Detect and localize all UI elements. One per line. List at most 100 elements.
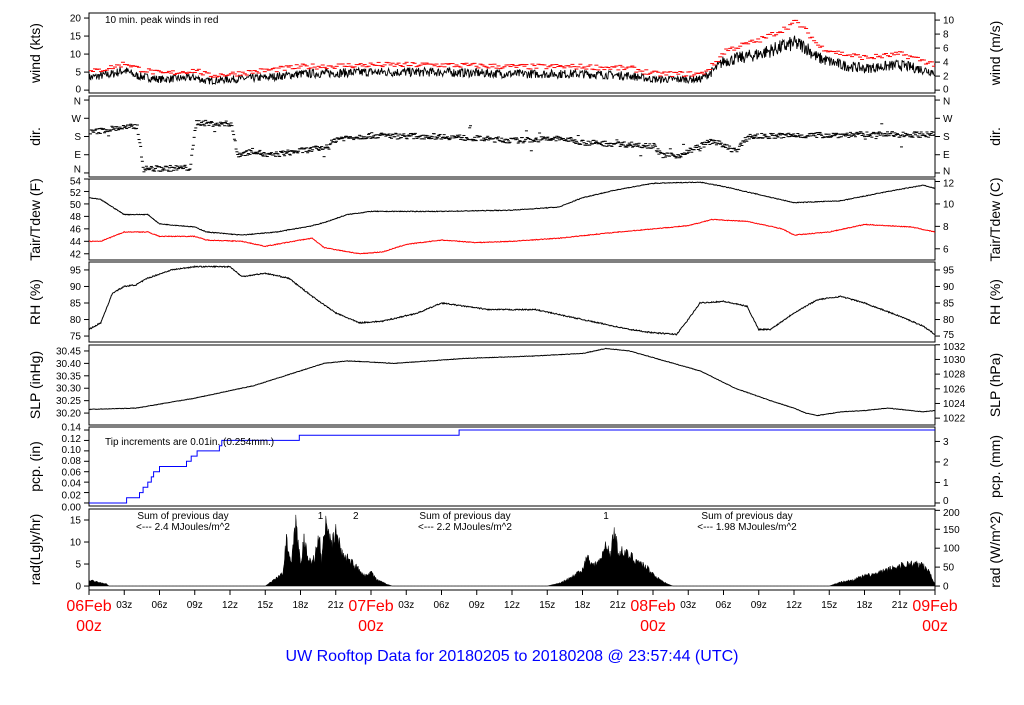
y-tick-label-right: 95 [943,265,955,276]
x-tick-label: 06z [151,600,167,611]
radiation-annotation: Sum of previous day [701,511,792,522]
y-tick-label: 85 [70,298,82,309]
y-tick-label-right: 100 [943,544,960,555]
y-tick-label: S [74,132,81,143]
y-tick-label-right: W [943,114,953,125]
y-tick-label: 0.00 [62,502,82,513]
y-tick-label: 0.04 [62,479,82,490]
y-tick-label: 30.45 [56,346,81,357]
x-date-time-label: 00z [76,618,102,635]
y-tick-label: 0 [75,85,81,96]
series-line-rh-0 [89,265,935,336]
y-tick-label-right: 10 [943,199,955,210]
y-axis-label: RH (%) [27,279,43,325]
plot-area-slp [89,347,935,417]
y-tick-label: 44 [70,237,82,248]
y-tick-label: 50 [70,200,82,211]
y-axis-label-right: pcp. (mm) [987,435,1003,498]
y-tick-label-right: 6 [943,44,949,55]
x-date-time-label: 00z [358,618,384,635]
y-tick-label-right: 1028 [943,370,966,381]
y-tick-label-right: 1026 [943,384,966,395]
radiation-annotation: 1 [318,511,324,522]
x-tick-label: 18z [856,600,872,611]
x-tick-label: 09z [751,600,767,611]
y-tick-label: N [74,164,81,175]
y-tick-label: 52 [70,188,82,199]
y-tick-label: 30.30 [56,384,81,395]
x-tick-label: 21z [892,600,908,611]
x-date-label: 09Feb [912,598,957,615]
y-tick-label-right: 85 [943,298,955,309]
panel-rh [84,261,940,343]
y-tick-label-right: 2 [943,457,949,468]
y-tick-label: 0.12 [62,434,82,445]
radiation-annotation: 2 [353,511,359,522]
y-tick-label: 0.02 [62,490,82,501]
y-tick-label-right: 4 [943,58,949,69]
series-line-slp-0 [89,347,935,417]
y-tick-label-right: 3 [943,437,949,448]
y-tick-label: 75 [70,332,82,343]
y-tick-label-right: 2 [943,72,949,83]
x-tick-label: 06z [433,600,449,611]
y-axis-label: pcp. (in) [27,441,43,492]
y-tick-label: 80 [70,315,82,326]
y-tick-label-right: 0 [943,496,949,507]
panel-temp [84,178,940,261]
radiation-annotation: Sum of previous day [137,511,228,522]
panel-dir [84,95,940,178]
y-tick-label-right: N [943,167,950,178]
series-line-wind-0 [89,35,935,86]
x-tick-label: 06z [715,600,731,611]
y-tick-label-right: 1022 [943,414,966,425]
x-tick-label: 09z [469,600,485,611]
y-axis-label: Tair/Tdew (F) [27,178,43,260]
y-axis-label: wind (kts) [27,23,43,84]
y-tick-label-right: 8 [943,222,949,233]
y-tick-label: 0.14 [62,423,82,434]
y-tick-label: 42 [70,249,82,260]
plot-area-temp [89,181,935,255]
y-tick-label-right: 0 [943,85,949,96]
y-tick-label: W [72,114,82,125]
radiation-annotation: <--- 1.98 MJoules/m^2 [697,522,797,533]
y-tick-label: 0 [75,582,81,593]
y-tick-label-right: 1032 [943,342,966,353]
x-date-time-label: 00z [640,618,666,635]
y-tick-label: 30.40 [56,359,81,370]
y-axis-label-right: Tair/Tdew (C) [987,177,1003,261]
y-tick-label-right: 80 [943,315,955,326]
panel-frame-pcp [88,426,936,507]
x-tick-label: 15z [257,600,273,611]
plot-area-rad [89,514,935,587]
y-tick-label-right: N [943,97,950,108]
y-tick-label: 30.25 [56,396,81,407]
y-tick-label-right: 6 [943,244,949,255]
x-tick-label: 21z [610,600,626,611]
precip-step-line [89,429,935,504]
x-date-label: 07Feb [348,598,393,615]
panel-annotation: Tip increments are 0.01in. (0.254mm.) [105,437,274,448]
x-tick-label: 03z [116,600,132,611]
y-tick-label: 0.06 [62,467,82,478]
y-tick-label: 15 [70,32,82,43]
x-tick-label: 12z [786,600,802,611]
y-tick-label-right: 1024 [943,399,966,410]
x-tick-label: 03z [398,600,414,611]
panel-slp [84,344,940,426]
y-axis-label: SLP (inHg) [27,351,43,419]
radiation-annotation: <--- 2.4 MJoules/m^2 [136,522,230,533]
plot-area-rh [89,265,935,336]
y-tick-label: 48 [70,212,82,223]
plot-area-dir [89,119,935,173]
x-tick-label: 12z [504,600,520,611]
y-axis-label-right: rad (W/m^2) [987,511,1003,588]
y-tick-label-right: E [943,150,950,161]
x-tick-label: 09z [187,600,203,611]
x-tick-label: 15z [821,600,837,611]
panel-frame-slp [88,344,936,426]
radiation-annotation: Sum of previous day [419,511,510,522]
y-axis-label-right: wind (m/s) [987,21,1003,87]
y-tick-label-right: 0 [943,582,949,593]
